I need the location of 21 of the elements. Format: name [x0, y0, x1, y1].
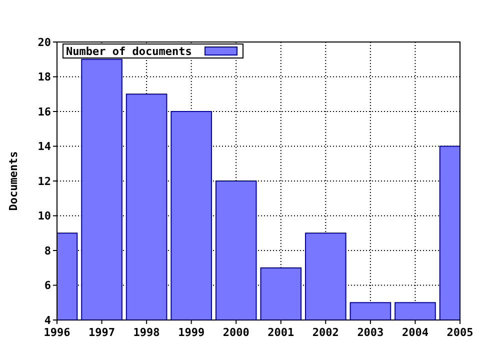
- y-tick-label: 16: [38, 105, 52, 118]
- x-tick-label: 2005: [446, 326, 474, 339]
- y-axis-title: Documents: [7, 151, 20, 211]
- x-tick-label: 2004: [402, 326, 429, 339]
- y-tick-label: 18: [38, 70, 51, 84]
- x-tick-label: 1997: [88, 326, 116, 339]
- x-tick-label: 2001: [268, 326, 295, 339]
- y-tick-label: 20: [38, 36, 51, 49]
- y-tick-label: 12: [38, 174, 51, 188]
- y-tick-label: 10: [38, 210, 51, 223]
- y-tick-label: 14: [38, 140, 52, 154]
- x-tick-label: 1998: [133, 326, 160, 339]
- x-tick-label: 2000: [222, 326, 250, 339]
- y-tick-label: 4: [44, 314, 52, 327]
- y-tick-label: 6: [44, 279, 52, 292]
- x-tick-label: 2002: [312, 326, 339, 339]
- x-tick-label: 2003: [357, 326, 384, 339]
- legend-label: Number of documents: [66, 44, 192, 58]
- y-tick-label: 8: [44, 244, 51, 258]
- x-tick-label: 1999: [178, 326, 205, 339]
- x-tick-label: 1996: [44, 326, 71, 339]
